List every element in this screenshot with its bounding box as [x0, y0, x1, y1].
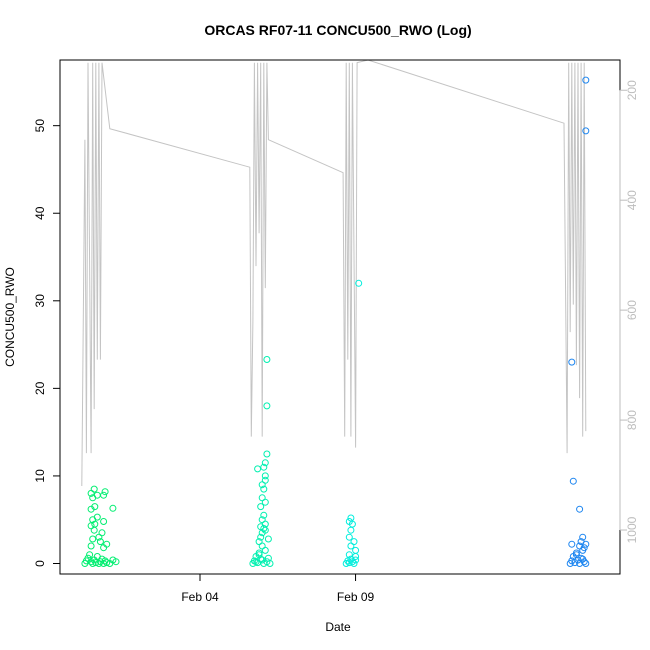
y-axis: 0 10 20 30 40 50: [33, 119, 61, 567]
altitude-line: [81, 59, 587, 487]
y-tick-label: 40: [33, 206, 47, 220]
data-point: [260, 511, 268, 519]
data-point: [100, 518, 108, 525]
data-point: [345, 518, 353, 525]
data-point: [258, 481, 266, 489]
altitude-layer: [81, 59, 587, 487]
chart-title: ORCAS RF07-11 CONCU500_RWO (Log): [204, 22, 471, 38]
data-point: [355, 279, 363, 287]
data-point: [101, 488, 109, 496]
data-point: [100, 491, 108, 499]
data-point: [263, 356, 271, 363]
data-point: [90, 485, 98, 493]
data-point: [260, 463, 268, 471]
data-point: [347, 526, 355, 534]
data-point: [87, 542, 95, 550]
x-axis: Feb 04 Feb 09: [181, 573, 375, 604]
y2-tick-label: 600: [625, 300, 639, 320]
data-point: [109, 504, 117, 512]
points-layer: [81, 76, 590, 567]
data-point: [258, 494, 266, 502]
data-point: [569, 477, 577, 485]
data-point: [95, 533, 103, 541]
data-point: [93, 491, 101, 499]
y2-tick-label: 200: [625, 80, 639, 100]
data-point: [352, 546, 360, 554]
data-point: [258, 516, 266, 524]
data-point: [93, 513, 101, 521]
data-point: [568, 358, 576, 366]
data-point: [261, 546, 269, 554]
data-point: [260, 485, 268, 493]
data-point: [257, 533, 265, 541]
data-point: [266, 560, 274, 567]
data-point: [103, 540, 111, 548]
x-axis-title: Date: [325, 620, 351, 634]
data-point: [89, 535, 97, 543]
data-point: [91, 520, 99, 528]
data-point: [255, 551, 263, 559]
data-point: [252, 558, 260, 566]
data-point: [254, 465, 262, 473]
data-point: [263, 402, 271, 410]
data-point: [261, 526, 269, 534]
data-point: [261, 459, 269, 467]
data-point: [352, 556, 360, 564]
plot-frame: [59, 59, 621, 575]
data-point: [347, 514, 355, 522]
y-tick-label: 0: [33, 560, 47, 567]
data-point: [579, 533, 587, 541]
y-tick-label: 20: [33, 381, 47, 395]
data-point: [112, 558, 120, 566]
data-point: [257, 523, 265, 531]
data-point: [261, 472, 269, 480]
data-point: [264, 535, 272, 543]
data-point: [91, 503, 99, 511]
data-point: [350, 560, 358, 567]
data-point: [258, 556, 266, 564]
data-point: [580, 544, 588, 552]
data-point: [350, 538, 358, 546]
data-point: [582, 76, 590, 84]
y2-axis: 200 400 600 800 1000: [619, 80, 639, 543]
data-point: [568, 540, 576, 548]
data-point: [87, 522, 95, 530]
y2-tick-label: 400: [625, 190, 639, 210]
data-point: [576, 505, 584, 513]
data-point: [345, 533, 353, 541]
data-point: [582, 540, 590, 548]
data-point: [96, 538, 104, 546]
data-point: [572, 551, 580, 559]
data-point: [263, 450, 271, 458]
y-tick-label: 30: [33, 294, 47, 308]
data-point: [257, 503, 265, 511]
data-point: [352, 553, 360, 560]
y-tick-label: 10: [33, 469, 47, 483]
data-point: [103, 559, 111, 567]
data-point: [86, 551, 94, 559]
y-axis-title: CONCU500_RWO: [3, 267, 17, 367]
y2-tick-label: 1000: [625, 516, 639, 543]
data-point: [345, 559, 353, 567]
data-point: [345, 551, 353, 559]
x-tick-label: Feb 04: [181, 590, 219, 604]
y2-tick-label: 800: [625, 410, 639, 430]
x-tick-label: Feb 09: [337, 590, 375, 604]
y-tick-label: 50: [33, 119, 47, 133]
data-point: [255, 538, 263, 546]
data-point: [576, 542, 584, 550]
data-point: [582, 127, 590, 135]
data-point: [579, 555, 587, 563]
